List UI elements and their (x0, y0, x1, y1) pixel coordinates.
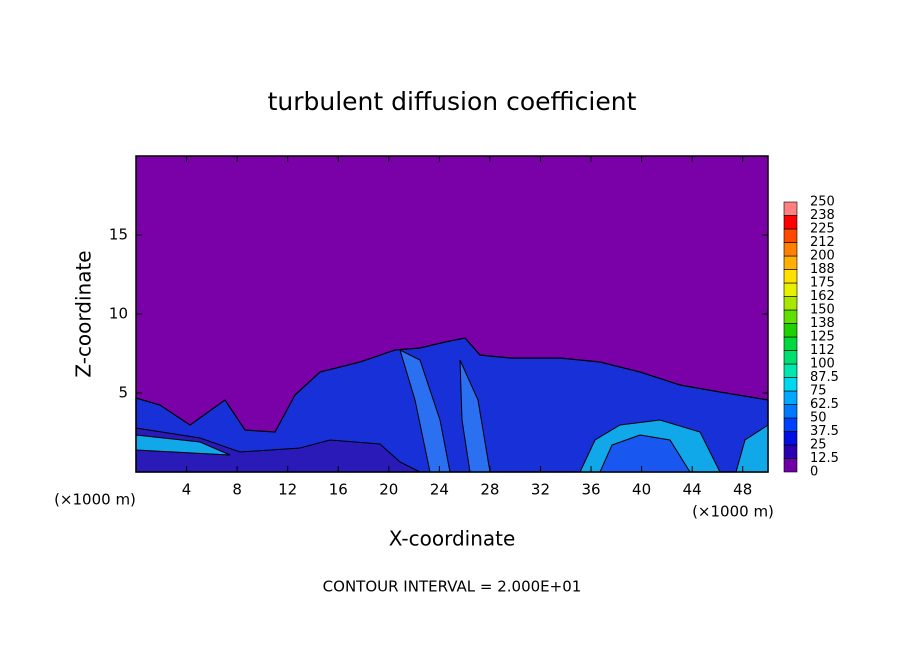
x-tick-label: 24 (430, 481, 449, 499)
colorbar-segment (783, 350, 798, 365)
colorbar-segment (783, 431, 798, 446)
y-tick-label: 5 (118, 384, 128, 402)
x-tick-label: 28 (480, 481, 499, 499)
colorbar-label: 25 (810, 438, 827, 453)
colorbar-label: 62.5 (810, 397, 839, 412)
x-unit-label: (×1000 m) (692, 503, 774, 521)
y-tick-label: 15 (109, 226, 128, 244)
colorbar-label: 125 (810, 330, 835, 345)
colorbar-segment (783, 390, 798, 405)
colorbar-label: 112 (810, 343, 835, 358)
colorbar-segment (783, 309, 798, 324)
x-axis-label: X-coordinate (389, 527, 516, 551)
x-tick-label: 12 (278, 481, 297, 499)
x-tick-label: 40 (632, 481, 651, 499)
annotation: CONTOUR INTERVAL = 2.000E+01 (323, 578, 582, 596)
colorbar-label: 37.5 (810, 424, 839, 439)
x-tick-label: 8 (232, 481, 242, 499)
colorbar-segment (783, 215, 798, 230)
colorbar-label: 200 (810, 249, 835, 264)
x-tick-label: 4 (182, 481, 192, 499)
colorbar-segment (783, 417, 798, 432)
colorbar-label: 50 (810, 411, 827, 426)
colorbar-label: 12.5 (810, 451, 839, 466)
x-tick-label: 16 (329, 481, 348, 499)
colorbar-label: 150 (810, 303, 835, 318)
colorbar-label: 175 (810, 276, 835, 291)
colorbar-label: 0 (810, 465, 818, 480)
colorbar-label: 188 (810, 262, 835, 277)
colorbar-label: 212 (810, 235, 835, 250)
colorbar-label: 100 (810, 357, 835, 372)
x-tick-label: 44 (683, 481, 702, 499)
y-tick-label: 10 (109, 305, 128, 323)
colorbar-label: 138 (810, 316, 835, 331)
chart-title: turbulent diffusion coefficient (268, 87, 637, 116)
colorbar-segment (783, 458, 798, 473)
colorbar-segment (783, 323, 798, 338)
colorbar-segment (783, 377, 798, 392)
colorbar-segment (783, 201, 798, 216)
colorbar-segment (783, 282, 798, 297)
colorbar-label: 225 (810, 222, 835, 237)
colorbar-segment (783, 363, 798, 378)
colorbar-label: 87.5 (810, 370, 839, 385)
colorbar-segment (783, 269, 798, 284)
colorbar-segment (783, 296, 798, 311)
colorbar-segment (783, 404, 798, 419)
x-tick-label: 20 (379, 481, 398, 499)
colorbar-segment (783, 336, 798, 351)
colorbar-label: 238 (810, 208, 835, 223)
colorbar-segment (783, 255, 798, 270)
x-tick-label: 36 (581, 481, 600, 499)
x-tick-label: 32 (531, 481, 550, 499)
x-unit-label: (×1000 m) (54, 491, 136, 509)
y-axis-label: Z-coordinate (72, 250, 96, 377)
colorbar-segment (783, 228, 798, 243)
colorbar-segment (783, 444, 798, 459)
colorbar-label: 250 (810, 195, 835, 210)
colorbar-segment (783, 242, 798, 257)
colorbar-label: 75 (810, 384, 827, 399)
colorbar-label: 162 (810, 289, 835, 304)
contour-field (135, 156, 769, 473)
x-tick-label: 48 (733, 481, 752, 499)
